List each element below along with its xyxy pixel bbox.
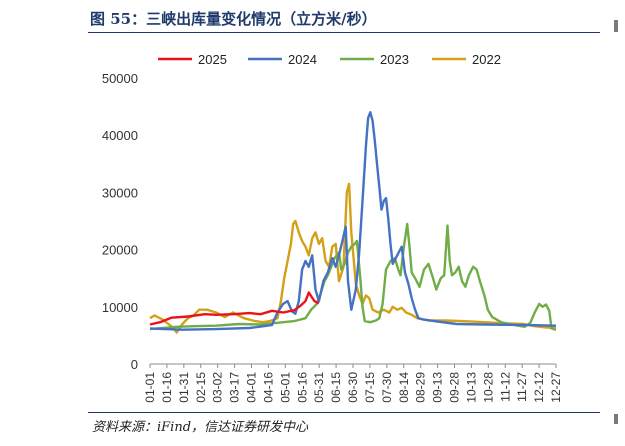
- y-tick-label: 30000: [102, 185, 138, 200]
- x-tick-label: 03-17: [228, 372, 242, 403]
- x-tick-label: 09-13: [431, 372, 445, 403]
- series-line-2022: [149, 182, 557, 334]
- x-tick-label: 03-02: [211, 372, 225, 403]
- chart-legend: 2025 2024 2023 2022: [158, 52, 501, 67]
- x-tick-label: 11-27: [515, 372, 529, 402]
- x-tick-label: 01-16: [160, 372, 174, 403]
- x-tick-label: 10-13: [464, 372, 478, 403]
- x-tick-label: 11-12: [498, 372, 512, 402]
- series-line-2024: [149, 111, 557, 331]
- x-tick-label: 06-30: [346, 372, 360, 403]
- legend-label-2022: 2022: [472, 52, 501, 67]
- source-separator: [88, 412, 600, 413]
- series-line-2025: [149, 291, 320, 326]
- series-lines: [149, 111, 557, 334]
- x-axis-tick-labels: 01-01 01-16 01-31 02-15 03-02 03-17 04-01 04-16…: [143, 372, 563, 403]
- x-tick-label: 08-29: [414, 372, 428, 403]
- y-tick-label: 40000: [102, 128, 138, 143]
- x-tick-label: 05-01: [278, 372, 292, 403]
- legend-label-2025: 2025: [198, 52, 227, 67]
- y-tick-label: 0: [131, 357, 138, 372]
- x-tick-label: 04-16: [261, 372, 275, 403]
- x-tick-label: 01-01: [143, 372, 157, 403]
- title-underline: [88, 32, 600, 33]
- y-tick-label: 10000: [102, 300, 138, 315]
- x-tick-label: 12-12: [532, 372, 546, 403]
- x-tick-label: 08-14: [397, 372, 411, 403]
- page-edge-marker: [614, 20, 618, 32]
- legend-label-2023: 2023: [380, 52, 409, 67]
- x-tick-label: 05-31: [312, 372, 326, 403]
- x-tick-label: 07-30: [380, 372, 394, 403]
- x-tick-label: 06-15: [329, 372, 343, 403]
- x-tick-label: 01-31: [177, 372, 191, 403]
- x-tick-label: 10-28: [481, 372, 495, 403]
- page-edge-marker: [614, 414, 618, 424]
- x-tick-label: 05-16: [295, 372, 309, 403]
- chart-axes: [149, 363, 557, 368]
- y-axis-tick-labels: 0 10000 20000 30000 40000 50000: [102, 71, 138, 372]
- legend-label-2024: 2024: [288, 52, 317, 67]
- x-tick-label: 12-27: [549, 372, 563, 403]
- x-tick-label: 04-01: [245, 372, 259, 403]
- source-note: 资料来源：iFind，信达证券研发中心: [92, 420, 309, 435]
- page-title: 图 55：三峡出库量变化情况（立方米/秒）: [90, 10, 377, 28]
- x-tick-label: 02-15: [194, 372, 208, 403]
- y-tick-label: 50000: [102, 71, 138, 86]
- x-tick-label: 07-15: [363, 372, 377, 403]
- x-tick-label: 09-28: [448, 372, 462, 403]
- y-tick-label: 20000: [102, 243, 138, 258]
